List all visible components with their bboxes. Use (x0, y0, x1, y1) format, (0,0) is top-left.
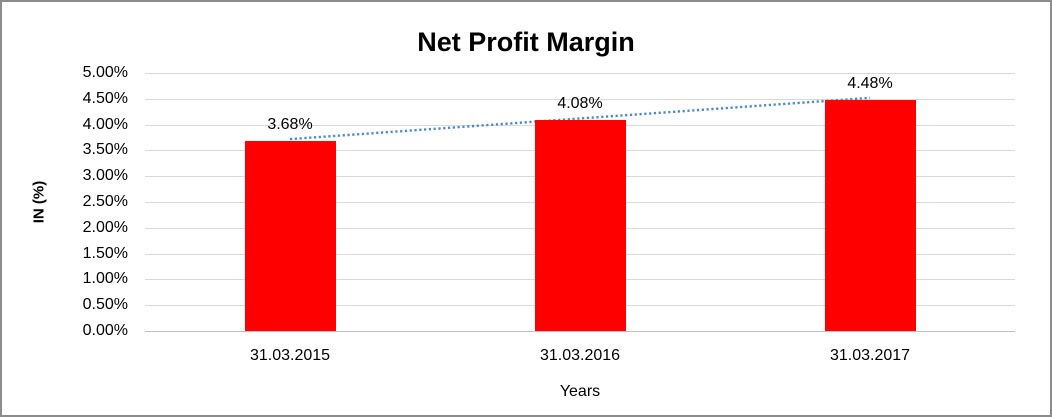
bar-31.03.2015 (244, 141, 336, 331)
y-tick-label: 0.50% (82, 296, 128, 314)
y-tick-label: 1.00% (82, 270, 128, 288)
y-tick-label: 4.50% (82, 89, 128, 107)
category-label: 31.03.2015 (249, 347, 331, 364)
chart-title: Net Profit Margin (417, 27, 635, 57)
y-tick-label: 2.50% (82, 193, 128, 210)
data-label: 4.08% (557, 95, 603, 113)
y-tick-label: 2.00% (82, 218, 128, 236)
y-tick-label: 4.00% (82, 115, 128, 133)
category-label: 31.03.2017 (829, 347, 911, 364)
y-tick-label: 3.50% (82, 141, 128, 159)
category-label: 31.03.2016 (539, 347, 621, 364)
data-label: 3.68% (267, 116, 313, 134)
y-tick-label: 0.00% (82, 322, 128, 339)
bar-31.03.2017 (824, 99, 916, 331)
bar-31.03.2016 (534, 120, 626, 331)
gridline (145, 331, 1015, 332)
gridline (145, 73, 1015, 74)
y-tick-label: 3.00% (82, 167, 128, 185)
x-axis-title: Years (559, 383, 601, 400)
y-tick-label: 5.00% (82, 64, 128, 81)
y-tick-label: 1.50% (82, 244, 128, 262)
data-label: 4.48% (847, 74, 893, 92)
